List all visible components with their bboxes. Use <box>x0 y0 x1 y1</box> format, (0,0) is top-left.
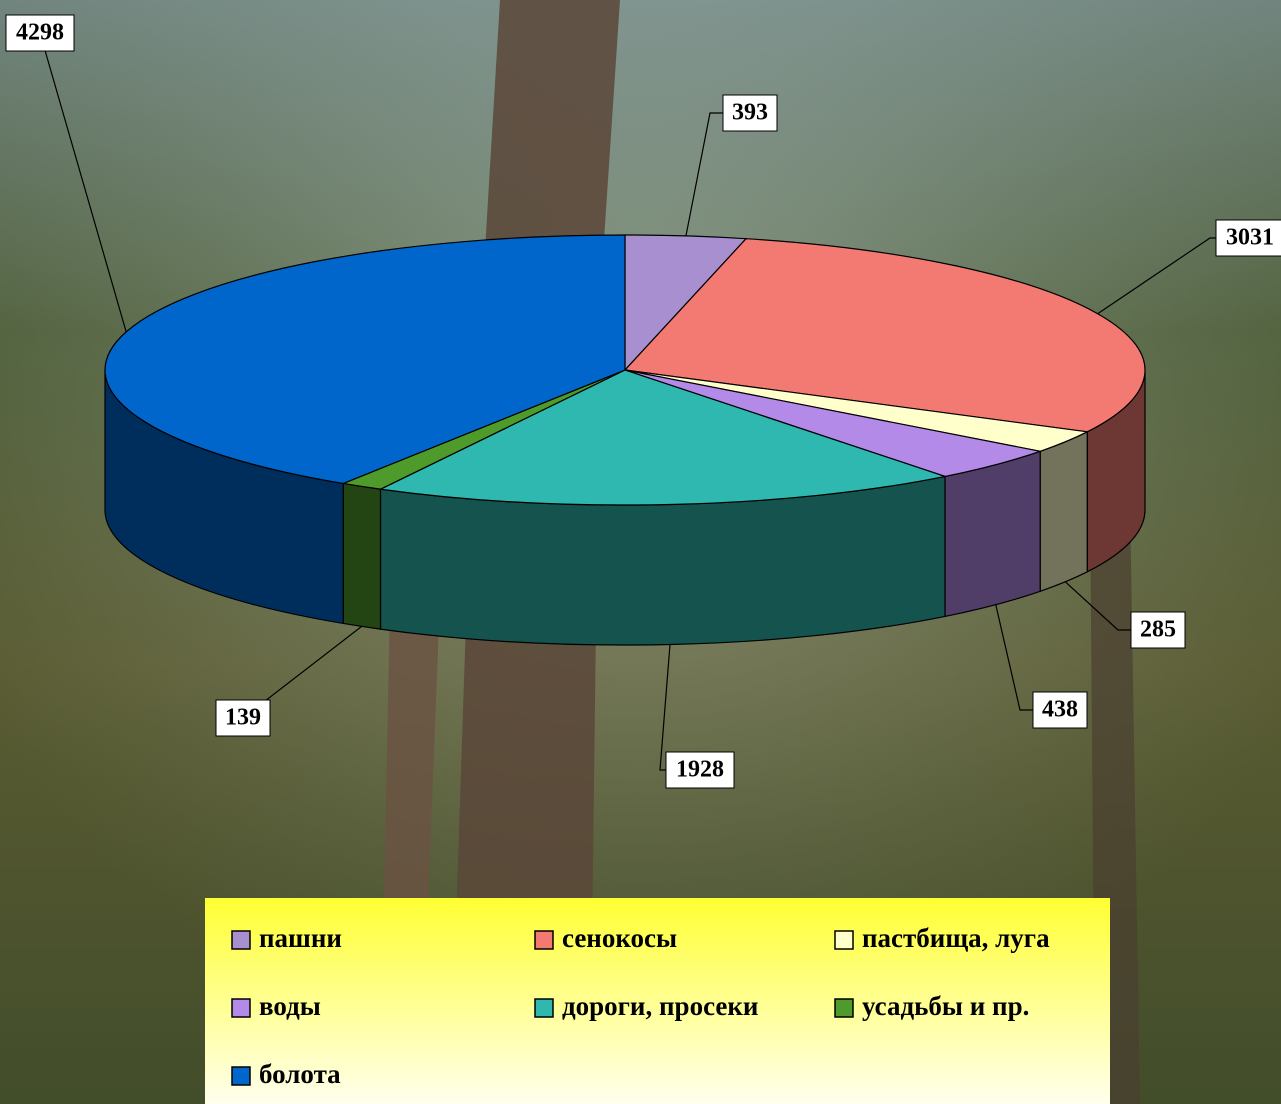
legend-swatch <box>834 998 854 1018</box>
legend-label: усадьбы и пр. <box>862 991 1029 1021</box>
data-label: 3031 <box>1226 225 1274 251</box>
label-box <box>665 751 735 789</box>
legend-label: пастбища, луга <box>862 923 1050 953</box>
slice <box>378 369 948 506</box>
data-label: 393 <box>732 100 768 126</box>
slice <box>104 234 626 485</box>
legend-label: болота <box>259 1059 341 1089</box>
slice-side <box>944 450 1041 618</box>
label-box <box>1130 611 1186 649</box>
legend-label: пашни <box>259 923 342 953</box>
legend-swatch <box>534 930 554 950</box>
legend-label: сенокосы <box>562 923 677 953</box>
pie <box>104 234 1146 646</box>
legend-swatch <box>231 1066 251 1086</box>
legend-swatch <box>231 998 251 1018</box>
label-box <box>215 699 271 737</box>
data-label: 139 <box>225 705 261 731</box>
label-box <box>722 94 778 132</box>
slice-side <box>342 482 382 630</box>
data-label: 4298 <box>16 20 64 46</box>
label-box <box>1215 219 1281 257</box>
data-label: 285 <box>1140 617 1176 643</box>
legend-label: воды <box>259 991 321 1021</box>
leader-line <box>39 32 127 333</box>
legend-swatch <box>231 930 251 950</box>
slice-side <box>1039 430 1088 593</box>
data-label: 438 <box>1042 697 1078 723</box>
legend-swatch <box>834 930 854 950</box>
data-labels: 393 3031 285 438 1928 139 4298 <box>5 14 1281 789</box>
legend-label: дороги, просеки <box>562 991 758 1021</box>
label-box <box>5 14 75 52</box>
legend-box <box>205 898 1110 1104</box>
label-box <box>1032 691 1088 729</box>
legend: пашни сенокосы пастбища, луга воды дороги, п… <box>231 923 1050 1089</box>
legend-swatch <box>534 998 554 1018</box>
data-label: 1928 <box>676 757 724 783</box>
